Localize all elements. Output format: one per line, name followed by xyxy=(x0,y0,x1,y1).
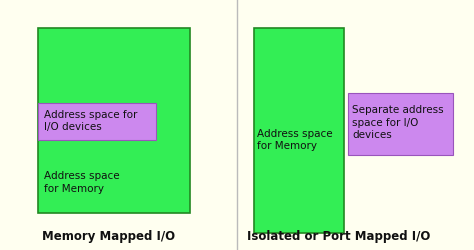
Bar xyxy=(254,28,344,233)
Text: Isolated or Port Mapped I/O: Isolated or Port Mapped I/O xyxy=(247,230,430,243)
Bar xyxy=(348,92,453,155)
Bar xyxy=(38,28,190,212)
Text: Memory Mapped I/O: Memory Mapped I/O xyxy=(43,230,175,243)
Text: Separate address
space for I/O
devices: Separate address space for I/O devices xyxy=(352,105,444,140)
Text: Address space
for Memory: Address space for Memory xyxy=(44,171,120,194)
Text: Address space for
I/O devices: Address space for I/O devices xyxy=(44,110,137,132)
Bar xyxy=(38,102,156,140)
Text: Address space
for Memory: Address space for Memory xyxy=(257,129,333,151)
